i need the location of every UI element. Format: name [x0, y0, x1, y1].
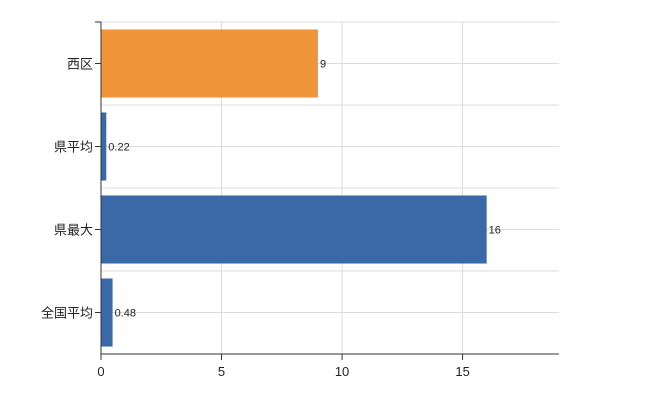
data-label-2: 0.22 [108, 142, 129, 154]
x-tick-label-3: 10 [335, 364, 349, 379]
data-label-1: 9 [320, 59, 326, 71]
bar-2[interactable] [101, 112, 107, 181]
y-tick-label-4: 全国平均 [41, 306, 93, 322]
x-tick-label-4: 15 [455, 364, 469, 379]
y-tick-label-2: 県平均 [54, 141, 93, 156]
data-label-4: 0.48 [115, 308, 136, 320]
data-label-3: 16 [489, 225, 501, 237]
y-tick-label-1: 西区 [67, 58, 93, 73]
bar-3[interactable] [101, 195, 487, 264]
x-tick-label-2: 5 [218, 364, 225, 379]
bar-4[interactable] [101, 278, 113, 347]
y-tick-label-3: 県最大 [54, 224, 93, 239]
x-tick-label-1: 0 [97, 364, 104, 379]
bar-1[interactable] [101, 29, 318, 98]
